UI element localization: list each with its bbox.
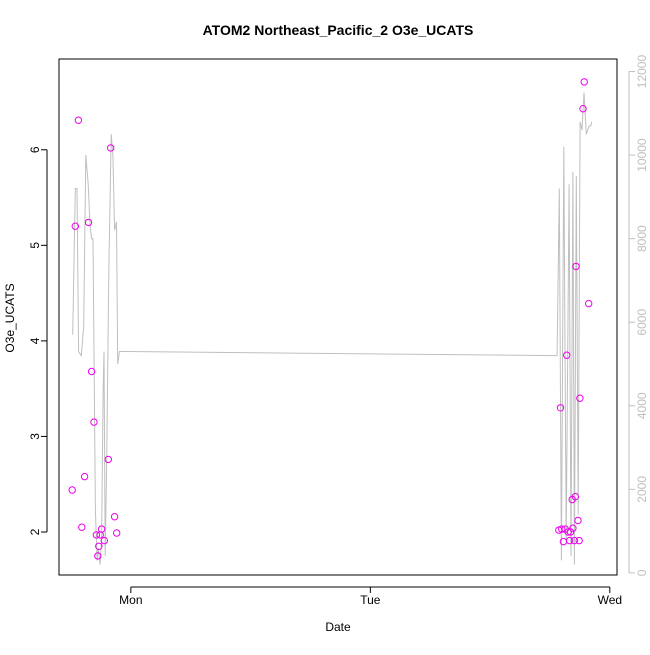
data-point [90,418,98,426]
data-point [110,513,119,521]
altitude-line-layer [72,92,593,565]
y2-tick-label: 10000 [635,138,649,172]
data-point [575,536,583,545]
data-point [113,529,121,537]
data-point [579,105,587,113]
data-point [585,299,593,308]
data-point [563,351,571,359]
data-point [572,262,580,271]
data-point [556,404,565,412]
data-point [574,516,582,525]
axes-layer: 2 3 4 5 6 0 2000 4000 6000 8000 10000 12000 Mon Tue We… [28,55,649,607]
plot-frame [58,58,618,576]
y-tick-label: 4 [28,337,42,344]
data-point [100,536,109,545]
data-point [576,394,584,402]
data-point [71,222,80,230]
x-axis-label: Date [325,620,351,634]
data-point [565,536,574,545]
y2-tick-label: 8000 [635,225,649,252]
data-point [78,523,86,531]
data-point [107,144,115,152]
data-point [92,531,101,539]
y-tick-label: 2 [28,528,42,535]
x-tick-label: Tue [360,593,381,607]
y-tick-label: 3 [28,433,42,440]
data-point [87,367,96,376]
data-point [94,552,102,560]
data-points-layer [68,78,593,560]
y2-tick-label: 0 [635,569,649,576]
y2-tick-label: 6000 [635,309,649,336]
data-point [74,116,83,124]
x-tick-label: Wed [598,593,622,607]
altitude-line [72,92,593,565]
data-point [580,78,588,86]
y-axis-label: O3e_UCATS [3,283,17,352]
y-tick-label: 5 [28,242,42,249]
data-point [104,455,113,464]
y2-tick-label: 12000 [635,55,649,89]
data-point [84,218,93,227]
data-point [571,492,579,501]
data-point [558,525,566,533]
data-point [569,524,577,532]
data-point [564,528,572,536]
data-point [97,525,106,533]
data-point [80,472,89,481]
data-point [570,536,579,545]
y2-tick-label: 4000 [635,392,649,419]
x-tick-label: Mon [119,593,142,607]
data-point [95,542,103,550]
y-tick-label: 6 [28,146,42,153]
y2-tick-label: 2000 [635,476,649,503]
chart-title: ATOM2 Northeast_Pacific_2 O3e_UCATS [203,22,474,38]
data-point [68,486,76,494]
data-point [566,528,575,536]
